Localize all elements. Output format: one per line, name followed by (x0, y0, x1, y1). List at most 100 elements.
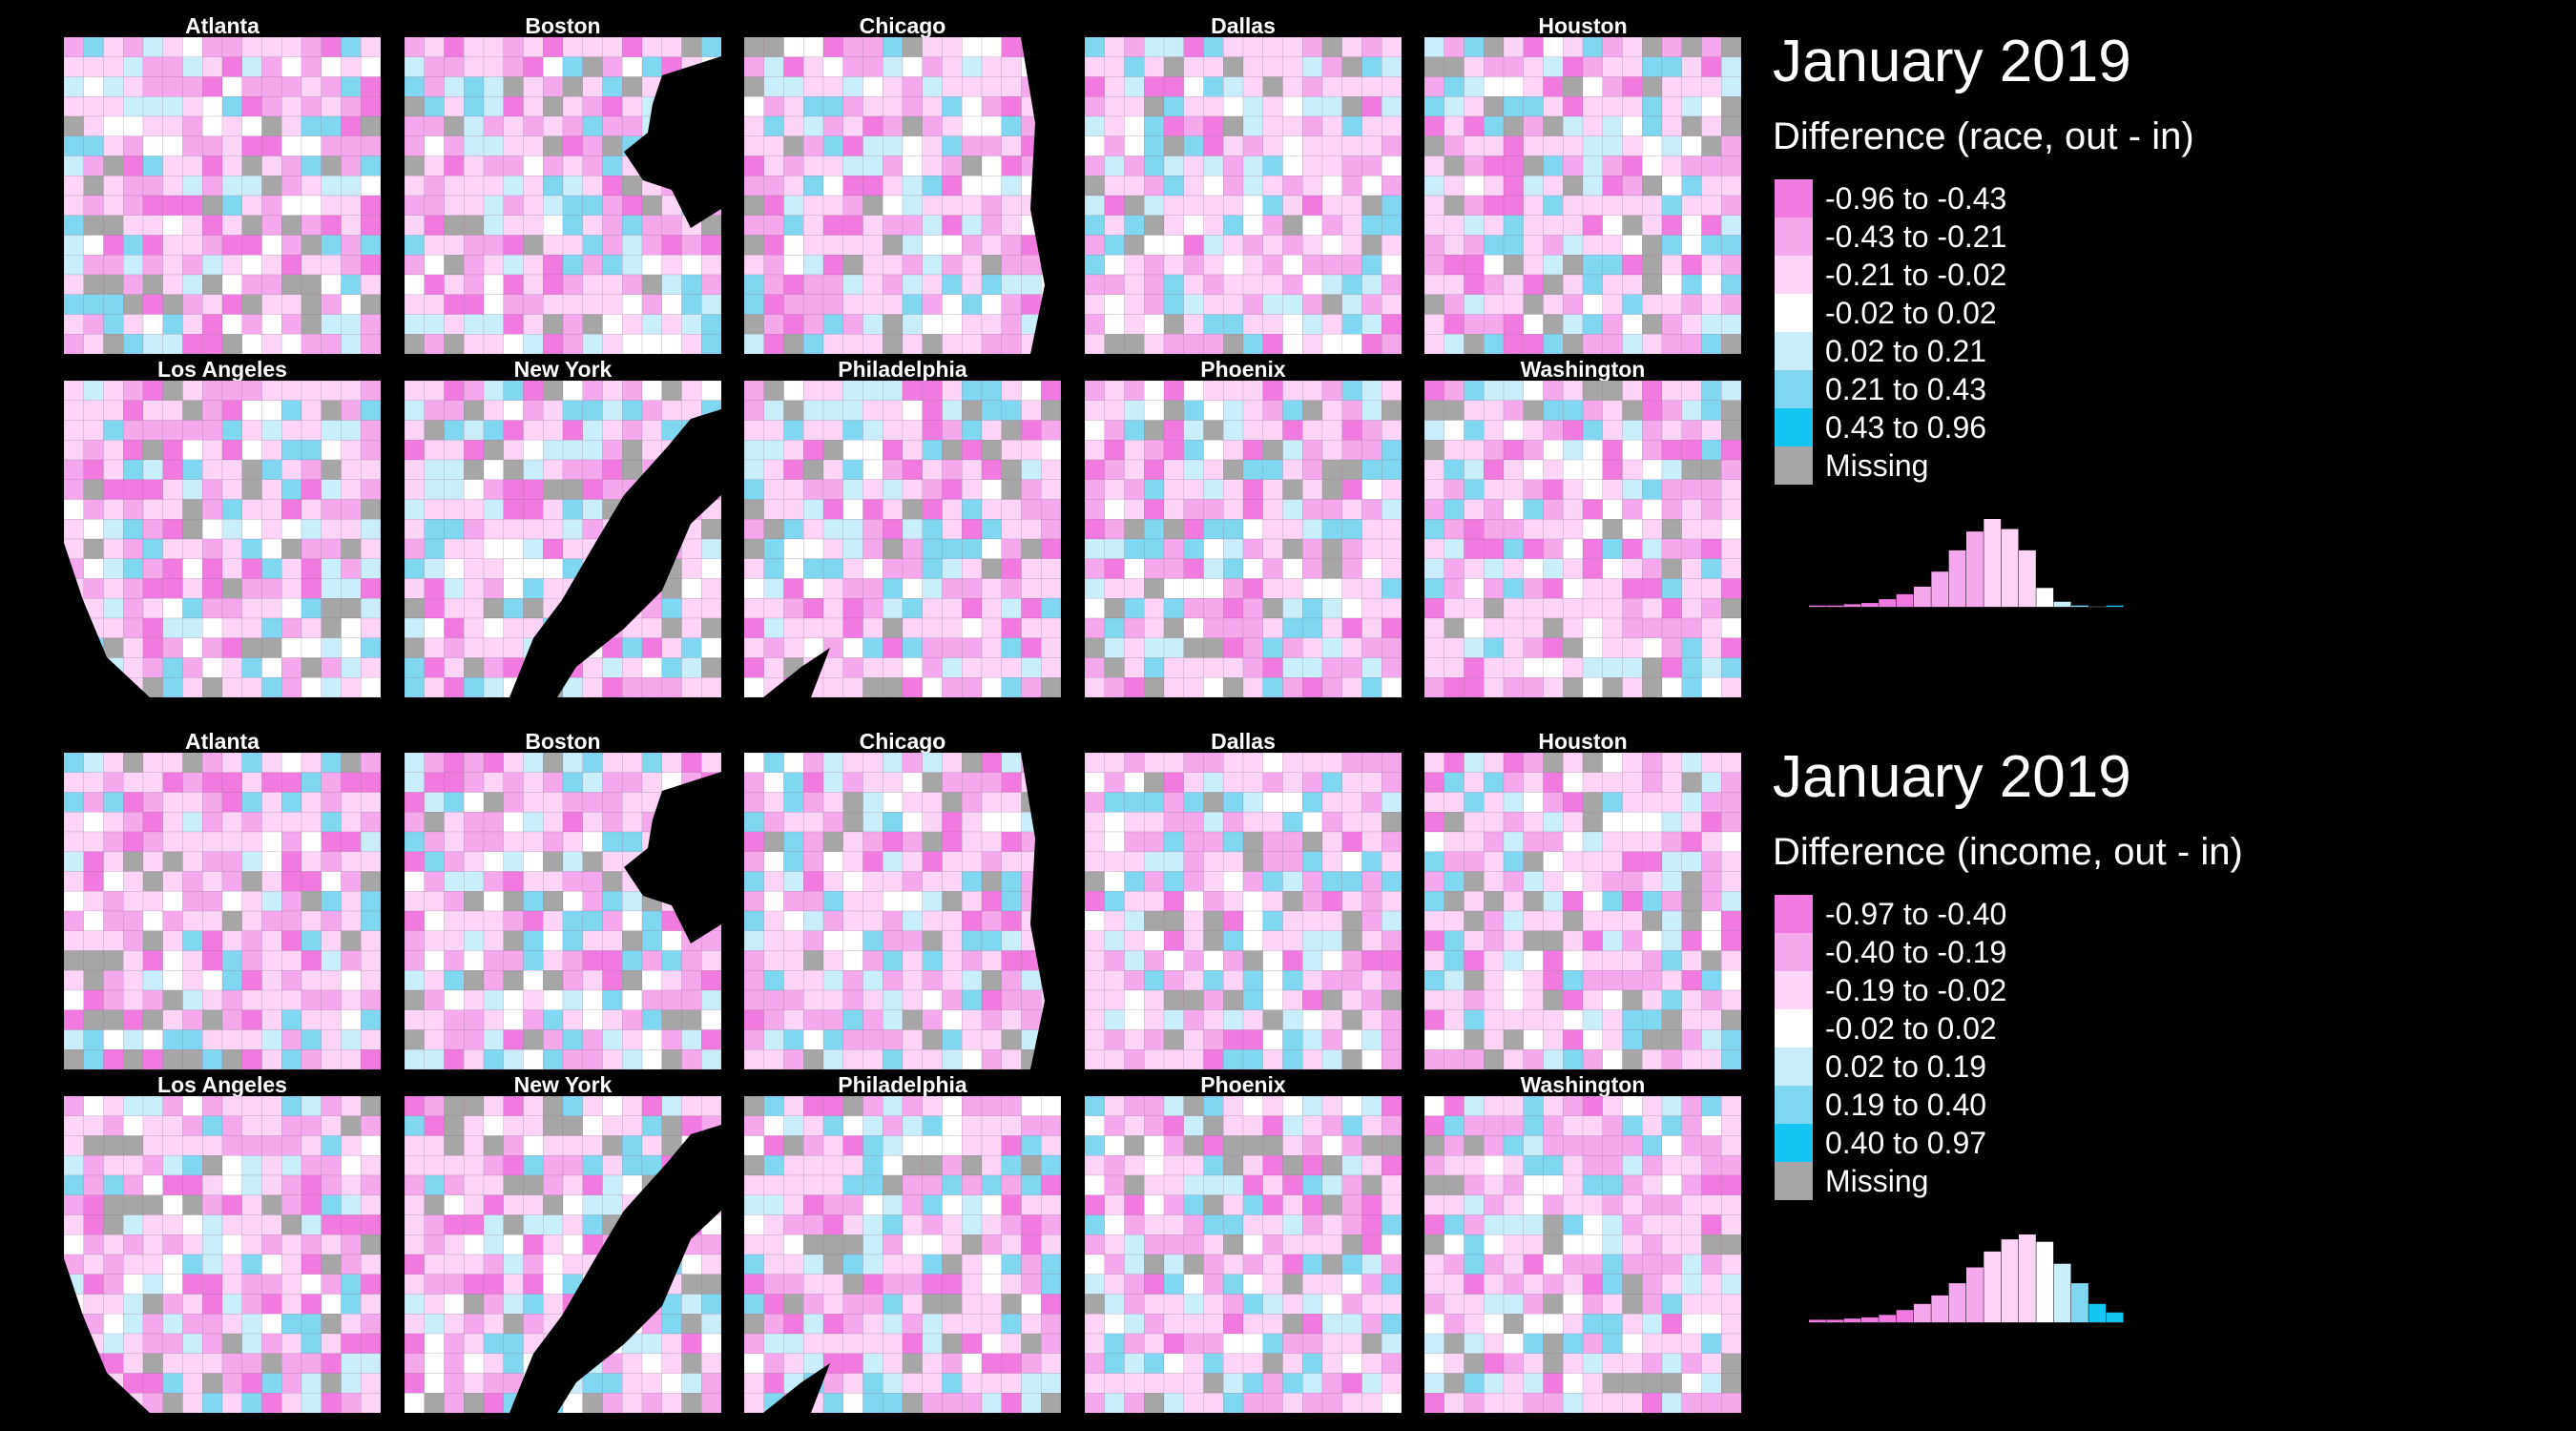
city-title: Philadelphia (838, 1072, 967, 1097)
legend-item: -0.21 to -0.02 (1775, 256, 2156, 294)
legend-title: January 2019 (1773, 744, 2131, 810)
choropleth-map (1085, 1096, 1402, 1413)
histogram-bar (1914, 1303, 1931, 1322)
city-map-new-york: New York (405, 1072, 721, 1413)
legend-label: 0.40 to 0.97 (1825, 1126, 1987, 1160)
histogram-bar (1843, 604, 1861, 607)
histogram-bar (1843, 1318, 1861, 1322)
legend-label: 0.02 to 0.21 (1825, 334, 1987, 368)
legend-subtitle: Difference (race, out - in) (1773, 115, 2194, 157)
city-title: Washington (1520, 1072, 1646, 1097)
legend-item: 0.19 to 0.40 (1775, 1086, 2156, 1124)
legend-title: January 2019 (1773, 29, 2131, 94)
legend-swatch (1775, 1047, 1813, 1086)
choropleth-map (64, 381, 381, 697)
legend-swatch (1775, 1009, 1813, 1047)
city-title: Los Angeles (157, 1072, 287, 1097)
city-title: Phoenix (1200, 357, 1286, 382)
city-title: Philadelphia (838, 357, 967, 382)
legend-label: Missing (1825, 1164, 1929, 1198)
legend-item: 0.21 to 0.43 (1775, 370, 2156, 408)
histogram-bar (2053, 1263, 2071, 1322)
legend-items: -0.96 to -0.43 -0.43 to -0.21 -0.21 to -… (1775, 179, 2156, 485)
choropleth-map (1085, 753, 1402, 1069)
race-map-grid: Atlanta Boston Chicago Dallas Houston Lo… (0, 0, 1755, 716)
legend-items: -0.97 to -0.40 -0.40 to -0.19 -0.19 to -… (1775, 895, 2156, 1200)
city-title: Dallas (1211, 13, 1276, 38)
choropleth-map (405, 1096, 721, 1413)
histogram-bar (1879, 1315, 1897, 1322)
histogram-bar (2071, 605, 2088, 607)
legend-label: -0.40 to -0.19 (1825, 935, 2007, 969)
choropleth-map (1424, 37, 1741, 354)
histogram-bar (1931, 1295, 1949, 1322)
legend-subtitle: Difference (income, out - in) (1773, 831, 2243, 873)
histogram-bar (2036, 588, 2054, 607)
city-map-los-angeles: Los Angeles (64, 359, 381, 697)
legend-swatch (1775, 408, 1813, 446)
choropleth-map (744, 1096, 1061, 1413)
race-legend: January 2019 Difference (race, out - in)… (1773, 0, 2565, 716)
legend-item: Missing (1775, 1162, 2156, 1200)
legend-item: 0.40 to 0.97 (1775, 1124, 2156, 1162)
histogram-bar (2088, 1303, 2107, 1322)
legend-item: -0.02 to 0.02 (1775, 1009, 2156, 1047)
histogram-bar (2071, 1283, 2088, 1322)
histogram-bar (1914, 586, 1931, 607)
histogram-bar (1948, 1283, 1966, 1322)
histogram-bar (2106, 605, 2124, 607)
choropleth-map (744, 37, 1061, 354)
city-map-phoenix: Phoenix (1085, 357, 1402, 697)
legend-label: -0.02 to 0.02 (1825, 296, 1997, 330)
legend-item: -0.96 to -0.43 (1775, 179, 2156, 218)
income-map-grid: Atlanta Boston Chicago Dallas Houston Lo… (0, 716, 1755, 1431)
legend-label: 0.43 to 0.96 (1825, 410, 1987, 445)
histogram-bar (2036, 1241, 2054, 1322)
histogram-bar (2053, 601, 2071, 607)
histogram-bar (2001, 529, 2019, 607)
histogram-bar (2019, 550, 2036, 607)
choropleth-map (64, 37, 381, 354)
legend-item: 0.02 to 0.21 (1775, 332, 2156, 370)
city-map-dallas: Dallas (1085, 13, 1402, 354)
legend-swatch (1775, 218, 1813, 256)
race-histogram (1809, 519, 2124, 608)
city-map-houston: Houston (1424, 13, 1741, 354)
histogram-bar (1809, 1319, 1826, 1322)
legend-swatch (1775, 933, 1813, 971)
legend-label: 0.19 to 0.40 (1825, 1088, 1987, 1122)
histogram-bar (1931, 571, 1949, 607)
city-title: Houston (1538, 729, 1628, 754)
legend-swatch (1775, 1086, 1813, 1124)
legend-item: 0.43 to 0.96 (1775, 408, 2156, 446)
race-panel: Atlanta Boston Chicago Dallas Houston Lo… (0, 0, 2565, 716)
legend-item: -0.19 to -0.02 (1775, 971, 2156, 1009)
city-map-los-angeles: Los Angeles (64, 1072, 381, 1413)
legend-label: -0.96 to -0.43 (1825, 181, 2007, 216)
legend-swatch (1775, 895, 1813, 933)
histogram-bar (1966, 531, 1984, 607)
city-map-washington: Washington (1424, 359, 1741, 697)
city-map-phoenix: Phoenix (1085, 1074, 1402, 1413)
choropleth-map (405, 37, 721, 354)
legend-swatch (1775, 256, 1813, 294)
legend-item: -0.43 to -0.21 (1775, 218, 2156, 256)
histogram-bar (1896, 1310, 1914, 1322)
city-map-philadelphia: Philadelphia (744, 1072, 1061, 1413)
city-map-chicago: Chicago (744, 15, 1061, 354)
city-title: Atlanta (185, 13, 260, 38)
legend-label: 0.02 to 0.19 (1825, 1049, 1987, 1084)
city-map-boston: Boston (405, 15, 721, 354)
histogram-bar (1896, 593, 1914, 607)
legend-item: -0.40 to -0.19 (1775, 933, 2156, 971)
histogram-bar (1861, 603, 1879, 607)
histogram-bar (1966, 1267, 1984, 1322)
legend-label: -0.19 to -0.02 (1825, 973, 2007, 1007)
histogram-bar (1984, 519, 2002, 607)
choropleth-map (744, 381, 1061, 697)
legend-swatch (1775, 1162, 1813, 1200)
city-title: New York (513, 1072, 613, 1097)
city-title: Houston (1538, 13, 1628, 38)
city-title: Atlanta (185, 729, 260, 754)
legend-label: Missing (1825, 448, 1929, 483)
